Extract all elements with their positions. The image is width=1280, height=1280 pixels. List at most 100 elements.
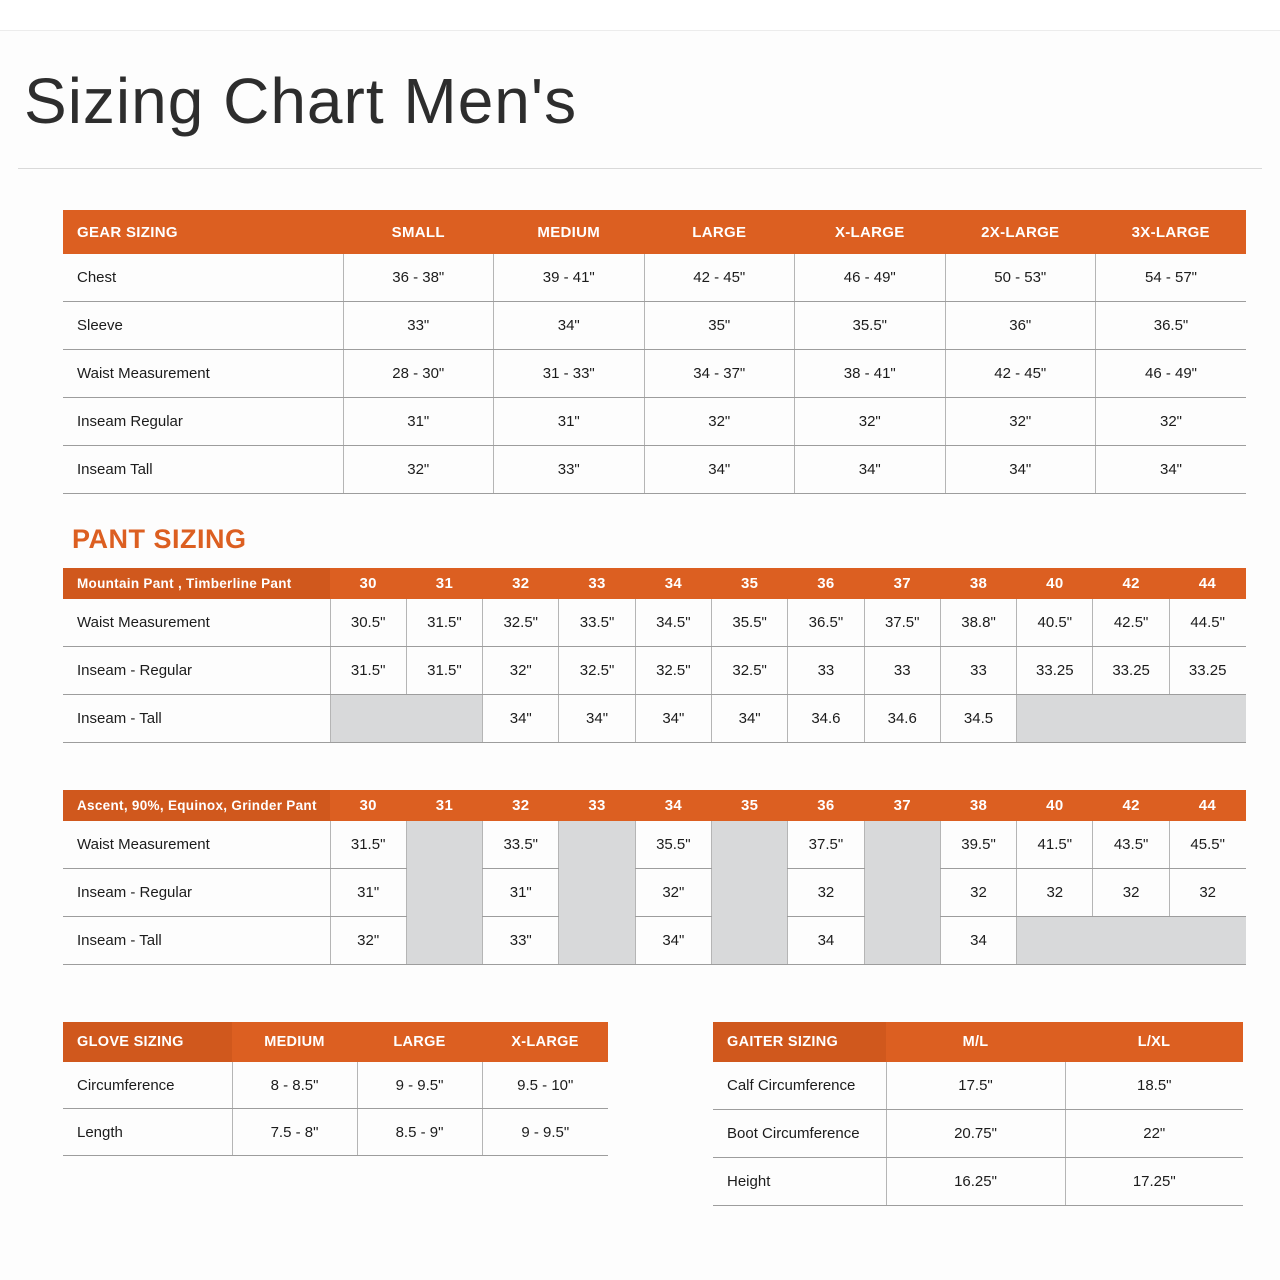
row-label: Sleeve bbox=[63, 301, 343, 350]
value-cell: 17.25" bbox=[1064, 1157, 1243, 1206]
table-row: Boot Circumference 20.75" 22" bbox=[713, 1109, 1243, 1158]
empty-cell bbox=[329, 694, 407, 743]
value-cell: 33.5" bbox=[558, 599, 636, 647]
column-header-cell: X-LARGE bbox=[482, 1022, 608, 1062]
table-row: Sleeve 33" 34" 35" 35.5" 36" 36.5" bbox=[63, 301, 1246, 350]
value-cell: 34" bbox=[482, 694, 559, 743]
value-cell: 33" bbox=[342, 301, 494, 350]
value-cell: 20.75" bbox=[885, 1109, 1065, 1158]
column-header-cell: 32 bbox=[482, 790, 559, 821]
value-cell: 31" bbox=[482, 868, 559, 917]
table-row: Inseam - Tall 34" 34" 34" 34" 34.6 34.6 34.5 bbox=[63, 694, 1246, 743]
value-cell: 46 - 49" bbox=[1095, 349, 1246, 398]
value-cell: 40.5" bbox=[1016, 599, 1093, 647]
empty-cell bbox=[405, 821, 483, 869]
value-cell: 41.5" bbox=[1016, 821, 1093, 869]
table-row: Waist Measurement 28 - 30" 31 - 33" 34 - 37… bbox=[63, 349, 1246, 398]
column-header-cell: LARGE bbox=[644, 210, 795, 254]
value-cell: 28 - 30" bbox=[342, 349, 494, 398]
value-cell: 35.5" bbox=[634, 821, 712, 869]
empty-cell bbox=[710, 868, 788, 917]
table-title-cell: Ascent, 90%, Equinox, Grinder Pant bbox=[63, 790, 330, 821]
value-cell: 18.5" bbox=[1064, 1062, 1243, 1110]
value-cell: 43.5" bbox=[1092, 821, 1170, 869]
column-header-cell: 30 bbox=[330, 568, 407, 599]
empty-cell bbox=[558, 916, 636, 965]
value-cell: 34" bbox=[634, 916, 712, 965]
value-cell: 7.5 - 8" bbox=[231, 1108, 357, 1156]
value-cell: 36.5" bbox=[787, 599, 865, 647]
value-cell: 32" bbox=[634, 868, 712, 917]
table-row: Calf Circumference 17.5" 18.5" bbox=[713, 1062, 1243, 1110]
column-header-cell: 35 bbox=[711, 568, 788, 599]
row-label: Calf Circumference bbox=[713, 1062, 886, 1110]
column-header-cell: 42 bbox=[1092, 568, 1170, 599]
value-cell: 37.5" bbox=[863, 599, 941, 647]
column-header-cell: 32 bbox=[482, 568, 559, 599]
pant-sizing-heading: PANT SIZING bbox=[72, 524, 247, 554]
value-cell: 31.5" bbox=[329, 646, 407, 695]
value-cell: 32 bbox=[787, 868, 865, 917]
column-header-cell: 38 bbox=[940, 568, 1017, 599]
column-header-cell: 38 bbox=[940, 790, 1017, 821]
ascent-equinox-grinder-pant-table: Ascent, 90%, Equinox, Grinder Pant 30 31 32… bbox=[63, 790, 1246, 965]
value-cell: 37.5" bbox=[787, 821, 865, 869]
value-cell: 34" bbox=[944, 445, 1096, 494]
value-cell: 46 - 49" bbox=[794, 254, 945, 302]
empty-cell bbox=[558, 821, 636, 869]
value-cell: 33.25 bbox=[1168, 646, 1246, 695]
value-cell: 31" bbox=[329, 868, 407, 917]
value-cell: 33.5" bbox=[482, 821, 559, 869]
value-cell: 32" bbox=[944, 397, 1096, 446]
row-label: Waist Measurement bbox=[63, 599, 330, 647]
column-header-cell: 30 bbox=[330, 790, 407, 821]
value-cell: 32 bbox=[1168, 868, 1246, 917]
empty-cell bbox=[405, 916, 483, 965]
table-row: Inseam Tall 32" 33" 34" 34" 34" 34" bbox=[63, 445, 1246, 494]
value-cell: 34 bbox=[939, 916, 1017, 965]
empty-cell bbox=[863, 868, 941, 917]
value-cell: 32" bbox=[1095, 397, 1246, 446]
value-cell: 34" bbox=[794, 445, 945, 494]
value-cell: 34" bbox=[634, 694, 712, 743]
column-header-cell: X-LARGE bbox=[794, 210, 945, 254]
value-cell: 36 - 38" bbox=[342, 254, 494, 302]
value-cell: 33 bbox=[787, 646, 865, 695]
column-header-cell: 31 bbox=[406, 790, 483, 821]
value-cell: 32" bbox=[794, 397, 945, 446]
value-cell: 8 - 8.5" bbox=[231, 1062, 357, 1109]
empty-cell bbox=[1092, 916, 1170, 965]
column-header-cell: 36 bbox=[787, 790, 865, 821]
title-divider bbox=[18, 168, 1262, 169]
table-row: Circumference 8 - 8.5" 9 - 9.5" 9.5 - 10" bbox=[63, 1062, 608, 1109]
row-label: Inseam - Regular bbox=[63, 868, 330, 917]
empty-cell bbox=[863, 916, 941, 965]
value-cell: 31 - 33" bbox=[493, 349, 644, 398]
value-cell: 35.5" bbox=[710, 599, 788, 647]
value-cell: 31" bbox=[342, 397, 494, 446]
table-row: Chest 36 - 38" 39 - 41" 42 - 45" 46 - 49" 50 … bbox=[63, 254, 1246, 302]
value-cell: 34.5" bbox=[634, 599, 712, 647]
value-cell: 39 - 41" bbox=[493, 254, 644, 302]
table-title-cell: GAITER SIZING bbox=[713, 1022, 886, 1062]
table-row: Height 16.25" 17.25" bbox=[713, 1157, 1243, 1206]
column-header-cell: SMALL bbox=[343, 210, 494, 254]
value-cell: 32 bbox=[1016, 868, 1093, 917]
value-cell: 34" bbox=[493, 301, 644, 350]
value-cell: 9 - 9.5" bbox=[356, 1062, 482, 1109]
empty-cell bbox=[1016, 694, 1093, 743]
value-cell: 17.5" bbox=[885, 1062, 1065, 1110]
value-cell: 32" bbox=[643, 397, 795, 446]
table-title-cell: GEAR SIZING bbox=[63, 210, 343, 254]
value-cell: 31.5" bbox=[329, 821, 407, 869]
value-cell: 33" bbox=[482, 916, 559, 965]
value-cell: 34 - 37" bbox=[643, 349, 795, 398]
column-header-cell: L/XL bbox=[1065, 1022, 1243, 1062]
row-label: Boot Circumference bbox=[713, 1109, 886, 1158]
value-cell: 36" bbox=[944, 301, 1096, 350]
row-label: Length bbox=[63, 1108, 232, 1156]
value-cell: 16.25" bbox=[885, 1157, 1065, 1206]
table-row: Inseam - Tall 32" 33" 34" 34 34 bbox=[63, 916, 1246, 965]
row-label: Circumference bbox=[63, 1062, 232, 1109]
empty-cell bbox=[558, 868, 636, 917]
